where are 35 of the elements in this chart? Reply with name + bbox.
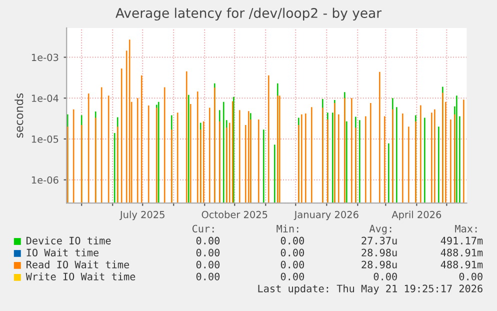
text: Cur: <box>192 224 214 232</box>
text: 27.37u <box>362 236 397 244</box>
y-tick-label: 1e-03 <box>32 54 58 62</box>
text: 491.17m <box>440 236 483 244</box>
legend-label: Read IO Wait time <box>26 260 130 268</box>
x-tick-label: October 2025 <box>202 210 268 218</box>
y-axis-title: seconds <box>14 93 24 138</box>
text: 0.00 <box>280 260 304 268</box>
text: 0.00 <box>459 272 482 280</box>
text: Min: <box>276 224 298 232</box>
legend-label: IO Wait time <box>26 248 98 256</box>
legend-label: Device IO time <box>26 236 111 244</box>
text: 0.00 <box>280 248 304 256</box>
text: 28.98u <box>362 248 397 256</box>
text: 488.91m <box>440 248 483 256</box>
x-tick-label: April 2026 <box>392 210 442 220</box>
text: 0.00 <box>196 272 220 280</box>
text: 0.00 <box>374 272 397 280</box>
text: 488.91m <box>440 260 483 268</box>
text: 0.00 <box>196 260 220 268</box>
x-tick-label: July 2025 <box>119 210 164 220</box>
y-tick-label: 1e-05 <box>32 135 58 143</box>
chart-title: Average latency for /dev/loop2 - by year <box>116 8 382 21</box>
text: 28.98u <box>362 260 397 268</box>
text: 0.00 <box>196 236 220 244</box>
text: Max: <box>455 224 477 232</box>
text: 0.00 <box>280 272 304 280</box>
legend-label: Write IO Wait time <box>26 272 136 280</box>
text: 0.00 <box>196 248 220 256</box>
text: Last update: Thu May 21 19:25:17 2026 <box>258 284 482 294</box>
text: 0.00 <box>280 236 304 244</box>
y-tick-label: 1e-04 <box>32 94 58 102</box>
text: Avg: <box>369 224 392 234</box>
y-tick-label: 1e-06 <box>32 176 58 184</box>
x-tick-label: January 2026 <box>294 210 358 220</box>
